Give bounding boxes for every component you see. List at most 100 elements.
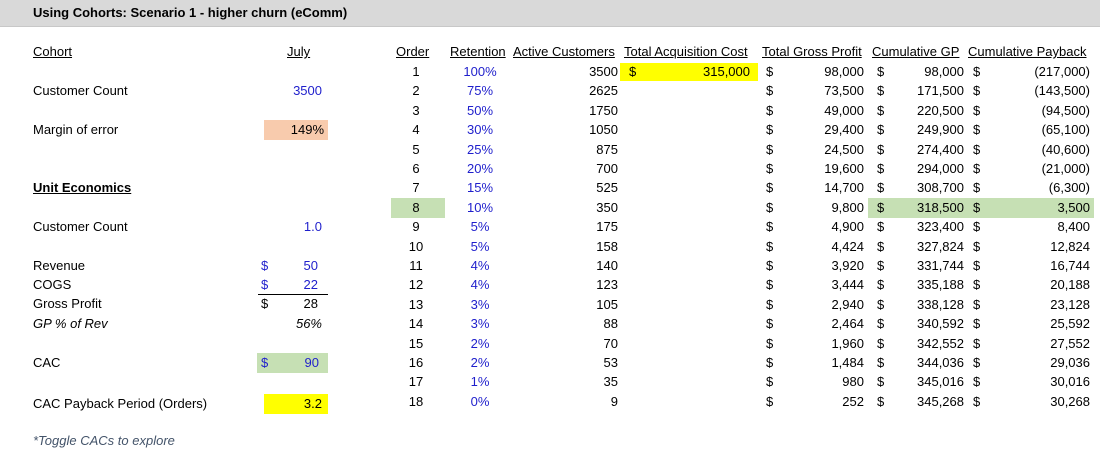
cumulative-gp-currency: $ — [877, 297, 885, 312]
retention-cell[interactable]: 20% — [466, 161, 494, 176]
cumulative-payback-cell: 12,824 — [1050, 239, 1090, 254]
gross-profit-currency: $ — [766, 355, 774, 370]
customer-count-value[interactable]: 3500 — [293, 83, 322, 98]
cumulative-gp-cell: 308,700 — [917, 180, 964, 195]
cumulative-payback-currency: $ — [973, 297, 981, 312]
order-cell: 2 — [412, 83, 420, 98]
cumulative-gp-currency: $ — [877, 83, 885, 98]
payback-label: CAC Payback Period (Orders) — [33, 396, 208, 411]
revenue-value[interactable]: 50 — [303, 258, 318, 273]
cumulative-gp-currency: $ — [877, 64, 885, 79]
order-cell: 10 — [408, 239, 424, 254]
order-cell: 15 — [408, 336, 424, 351]
order-cell: 18 — [408, 394, 424, 409]
gross-profit-currency: $ — [766, 83, 774, 98]
cac-value[interactable]: 90 — [304, 355, 319, 370]
cumulative-gp-cell: 327,824 — [917, 239, 964, 254]
total-gross-profit-cell: 29,400 — [824, 122, 864, 137]
total-gross-profit-cell: 980 — [842, 374, 864, 389]
retention-cell[interactable]: 10% — [466, 200, 494, 215]
cumulative-payback-cell: (94,500) — [1041, 103, 1090, 118]
cumulative-gp-cell: 220,500 — [917, 103, 964, 118]
retention-cell[interactable]: 2% — [470, 355, 490, 370]
cumulative-payback-currency: $ — [973, 180, 981, 195]
cumulative-payback-cell: 30,268 — [1050, 394, 1090, 409]
gross-profit-currency: $ — [766, 297, 774, 312]
cumulative-gp-currency: $ — [877, 394, 885, 409]
cumulative-payback-currency: $ — [973, 239, 981, 254]
retention-cell[interactable]: 50% — [466, 103, 494, 118]
margin-of-error-value: 149% — [264, 120, 328, 140]
gross-profit-currency: $ — [766, 122, 774, 137]
retention-cell[interactable]: 100% — [463, 64, 497, 79]
cumulative-payback-currency: $ — [973, 142, 981, 157]
cumulative-gp-cell: 323,400 — [917, 219, 964, 234]
cohort-month: July — [287, 44, 311, 59]
gross-profit-currency: $ — [766, 374, 774, 389]
cumulative-gp-currency: $ — [877, 277, 885, 292]
retention-cell[interactable]: 5% — [470, 239, 490, 254]
order-cell: 7 — [412, 180, 420, 195]
acquisition-cost-highlight — [620, 63, 758, 81]
cumulative-gp-cell: 331,744 — [917, 258, 964, 273]
order-cell: 1 — [412, 64, 420, 79]
retention-cell[interactable]: 25% — [466, 142, 494, 157]
acquisition-cost-value[interactable]: 315,000 — [703, 64, 750, 79]
gross-profit-currency: $ — [766, 316, 774, 331]
retention-cell[interactable]: 4% — [470, 277, 490, 292]
cumulative-gp-cell: 345,016 — [917, 374, 964, 389]
retention-cell[interactable]: 30% — [466, 122, 494, 137]
retention-cell[interactable]: 75% — [466, 83, 494, 98]
retention-cell[interactable]: 0% — [470, 394, 490, 409]
retention-cell[interactable]: 3% — [470, 297, 490, 312]
cumulative-gp-currency: $ — [877, 336, 885, 351]
gross-profit-currency: $ — [766, 161, 774, 176]
retention-cell[interactable]: 15% — [466, 180, 494, 195]
revenue-label: Revenue — [33, 258, 86, 273]
active-customers-cell: 88 — [603, 316, 618, 331]
cumulative-payback-currency: $ — [973, 336, 981, 351]
cumulative-gp-cell: 249,900 — [917, 122, 964, 137]
cumulative-gp-currency: $ — [877, 374, 885, 389]
gross-profit-currency: $ — [766, 64, 774, 79]
gross-profit-currency: $ — [766, 180, 774, 195]
order-cell: 8 — [412, 200, 420, 215]
total-gross-profit-cell: 2,464 — [831, 316, 864, 331]
revenue-currency: $ — [261, 258, 269, 273]
cumulative-gp-currency: $ — [877, 219, 885, 234]
retention-cell[interactable]: 5% — [470, 219, 490, 234]
active-customers-cell: 875 — [596, 142, 618, 157]
order-cell: 16 — [408, 355, 424, 370]
gross-profit-currency: $ — [766, 103, 774, 118]
cumulative-gp-cell: 274,400 — [917, 142, 964, 157]
gross-profit-currency: $ — [766, 219, 774, 234]
header-cumulative-payback: Cumulative Payback — [968, 44, 1087, 59]
cumulative-gp-currency: $ — [877, 161, 885, 176]
cac-cell[interactable]: $ 90 — [257, 353, 328, 373]
cogs-value[interactable]: 22 — [303, 277, 318, 292]
payback-value-cell: 3.2 — [264, 394, 328, 414]
total-gross-profit-cell: 14,700 — [824, 180, 864, 195]
order-cell: 5 — [412, 142, 420, 157]
active-customers-cell: 1750 — [589, 103, 618, 118]
title-bar: Using Cohorts: Scenario 1 - higher churn… — [0, 0, 1100, 27]
retention-cell[interactable]: 2% — [470, 336, 490, 351]
cumulative-gp-currency: $ — [877, 122, 885, 137]
cac-label: CAC — [33, 355, 61, 370]
cumulative-gp-cell: 335,188 — [917, 277, 964, 292]
cumulative-payback-currency: $ — [973, 394, 981, 409]
header-retention: Retention — [450, 44, 506, 59]
active-customers-cell: 3500 — [589, 64, 618, 79]
unit-customer-count-value[interactable]: 1.0 — [303, 219, 322, 234]
retention-cell[interactable]: 3% — [470, 316, 490, 331]
cogs-currency: $ — [261, 277, 269, 292]
total-gross-profit-cell: 2,940 — [831, 297, 864, 312]
retention-cell[interactable]: 1% — [470, 374, 490, 389]
active-customers-cell: 158 — [596, 239, 618, 254]
total-gross-profit-cell: 4,424 — [831, 239, 864, 254]
retention-cell[interactable]: 4% — [470, 258, 490, 273]
cumulative-payback-cell: 30,016 — [1050, 374, 1090, 389]
gross-profit-currency: $ — [766, 258, 774, 273]
cumulative-gp-currency: $ — [877, 239, 885, 254]
order-cell: 6 — [412, 161, 420, 176]
